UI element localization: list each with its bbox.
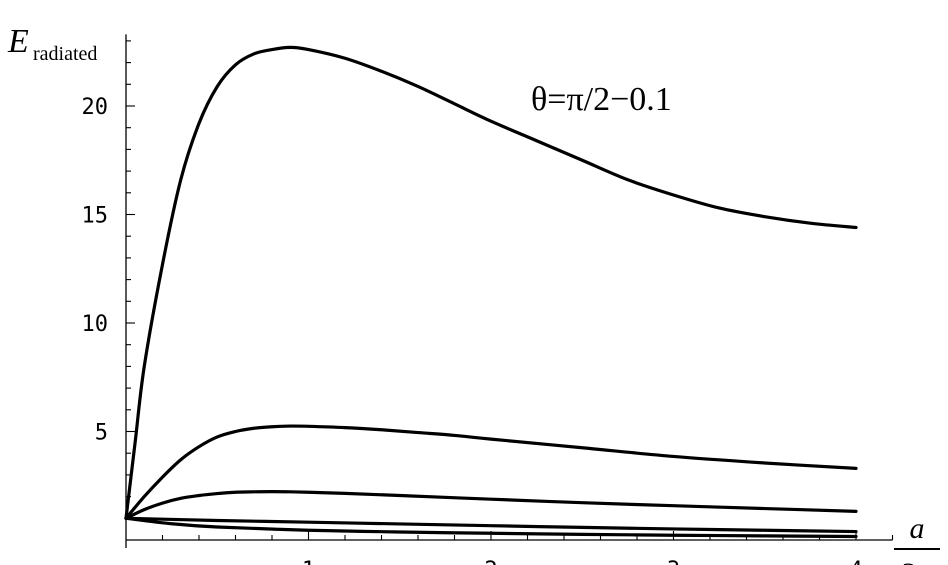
x-axis-title-numerator: a (910, 512, 925, 545)
series-line-2 (124, 424, 858, 520)
series-line-5 (124, 516, 858, 539)
x-tick-label: 2 (484, 558, 497, 565)
y-tick-label: 5 (95, 421, 108, 446)
angle-annotation: θ=π/2−0.1 (531, 81, 672, 118)
x-tick-label: 3 (667, 558, 680, 565)
series-line-1 (124, 45, 858, 520)
y-axis-title: E (7, 23, 29, 60)
curves (124, 45, 858, 539)
series-line-4 (124, 516, 858, 534)
x-tick-label: 1 (302, 558, 315, 565)
y-tick-label: 10 (82, 312, 109, 337)
series-line-3 (124, 490, 858, 520)
y-tick-label: 15 (82, 204, 109, 229)
x-tick-label: 4 (849, 558, 862, 565)
x-axis-title-denominator: 2π (902, 557, 932, 565)
y-axis-subscript: radiated (33, 43, 97, 65)
axes (125, 34, 893, 548)
y-tick-label: 20 (82, 95, 109, 120)
